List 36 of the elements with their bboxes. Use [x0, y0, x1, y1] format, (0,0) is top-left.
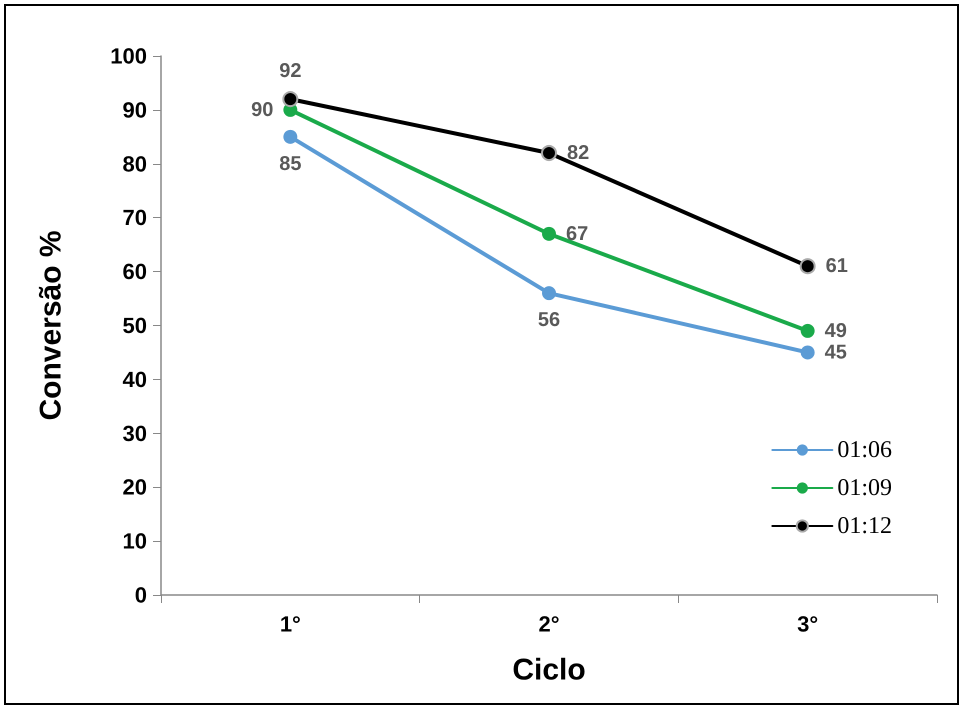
legend-label: 01:09: [837, 475, 892, 501]
data-label: 49: [824, 320, 847, 342]
y-axis-title: Conversão %: [34, 230, 68, 421]
point: [282, 91, 298, 108]
y-tick-label: 0: [134, 582, 147, 608]
data-label: 82: [567, 142, 590, 164]
point: [542, 226, 556, 241]
y-tick-label: 40: [122, 366, 147, 392]
y-tick-label: 50: [122, 313, 147, 338]
y-tick-label: 30: [122, 420, 147, 446]
data-label: 90: [251, 98, 274, 121]
point: [542, 286, 556, 300]
y-tick-label: 70: [122, 205, 147, 230]
point: [283, 130, 298, 144]
point: [541, 145, 557, 162]
point: [800, 345, 815, 360]
x-tick-label: 3°: [797, 612, 818, 636]
y-tick-label: 100: [110, 44, 147, 68]
legend-label: 01:06: [837, 437, 892, 463]
y-tick-label: 10: [122, 528, 147, 554]
x-axis-title: Ciclo: [512, 654, 586, 686]
y-tick-label: 80: [122, 151, 147, 176]
data-label: 45: [824, 341, 847, 364]
point: [800, 258, 816, 274]
data-label: 67: [566, 222, 588, 245]
data-label: 92: [279, 60, 302, 82]
y-tick-label: 20: [122, 474, 147, 500]
y-tick-label: 60: [122, 259, 147, 284]
point: [800, 324, 815, 338]
data-label: 61: [826, 255, 848, 278]
x-tick-label: 1°: [280, 612, 301, 636]
data-label: 85: [279, 152, 302, 175]
data-label: 56: [538, 309, 560, 332]
y-tick-label: 90: [122, 97, 147, 122]
legend-label: 01:12: [837, 513, 892, 539]
x-tick-label: 2°: [538, 612, 560, 636]
